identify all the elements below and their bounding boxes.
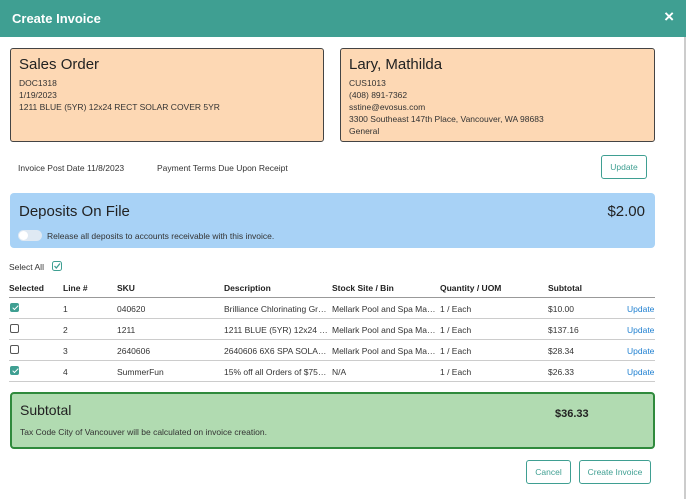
row-checkbox[interactable] [10,324,19,333]
cell-description: Brilliance Chlorinating Gr… [224,304,327,314]
cell-subtotal: $26.33 [548,367,574,377]
cell-description: 1211 BLUE (5YR) 12x24 … [224,325,328,335]
cell-subtotal: $10.00 [548,304,574,314]
cell-line: 2 [63,325,68,335]
cell-site: Mellark Pool and Spa Ma… [332,325,436,335]
card-line: CUS1013 [349,78,386,88]
card-line: 3300 Southeast 147th Place, Vancouver, W… [349,114,544,124]
column-header: Selected [9,283,44,293]
row-update-link[interactable]: Update [627,367,655,377]
cell-sku: SummerFun [117,367,164,377]
cell-subtotal: $28.34 [548,346,574,356]
cell-line: 1 [63,304,68,314]
cell-site: Mellark Pool and Spa Ma… [332,304,436,314]
card-line: (408) 891-7362 [349,90,408,100]
card-title: Sales Order [19,56,100,73]
card-line: 1211 BLUE (5YR) 12x24 RECT SOLAR COVER 5… [19,102,220,112]
card-line: DOC1318 [19,78,57,88]
cell-qty: 1 / Each [440,325,472,335]
deposits-panel: Deposits On File $2.00 Release all depos… [10,193,655,248]
row-update-link[interactable]: Update [627,346,655,356]
select-all-icon[interactable] [52,261,62,271]
column-header: Subtotal [548,283,582,293]
title: Create Invoice [12,11,101,26]
cell-sku: 040620 [117,304,146,314]
cell-line: 3 [63,346,68,356]
subtotal-panel: Subtotal $36.33 Tax Code City of Vancouv… [10,392,655,449]
table-row: 1 040620 Brilliance Chlorinating Gr… Mellar… [9,298,655,319]
card-line: sstine@evosus.com [349,102,426,112]
post-date: Invoice Post Date 11/8/2023 [18,163,125,173]
cell-site: N/A [332,367,347,377]
update-button[interactable]: Update [601,155,647,179]
create-invoice-button[interactable]: Create Invoice [579,460,651,484]
header: Create Invoice × [0,0,686,37]
cell-line: 4 [63,367,68,377]
row-update-link[interactable]: Update [627,325,655,335]
subtotal-title: Subtotal [20,402,72,418]
row-checkbox[interactable] [10,303,19,312]
cell-description: 2640606 6X6 SPA SOLA… [224,346,327,356]
row-checkbox[interactable] [10,345,19,354]
cell-sku: 1211 [117,325,136,335]
column-header: Quantity / UOM [440,283,502,293]
cell-site: Mellark Pool and Spa Ma… [332,346,436,356]
close-button[interactable]: × [664,7,674,26]
card-title: Lary, Mathilda [349,56,443,73]
card-line: 1/19/2023 [19,90,57,100]
table-row: 2 1211 1211 BLUE (5YR) 12x24 … Mellark Pool… [9,319,655,340]
cancel-button[interactable]: Cancel [526,460,571,484]
cell-qty: 1 / Each [440,367,472,377]
sales-order-card: Sales Order DOC1318 1/19/2023 1211 BLUE (5… [10,48,324,142]
payment-terms: Payment Terms Due Upon Receipt [157,163,288,173]
cell-sku: 2640606 [117,346,151,356]
column-header: Line # [63,283,88,293]
toggle[interactable] [18,230,42,241]
column-header: SKU [117,283,135,293]
select-all[interactable]: Select All [9,262,44,272]
subtotal-amount: $36.33 [555,408,589,420]
row-update-link[interactable]: Update [627,304,655,314]
cell-qty: 1 / Each [440,346,472,356]
deposits-title: Deposits On File [19,203,130,220]
column-header: Stock Site / Bin [332,283,394,293]
toggle-label: Release all deposits to accounts receiva… [47,231,275,241]
cell-qty: 1 / Each [440,304,472,314]
table-row: 3 2640606 2640606 6X6 SPA SOLA… Mellark Poo… [9,340,655,361]
column-header: Description [224,283,271,293]
subtotal-note: Tax Code City of Vancouver will be calcu… [20,427,267,437]
cell-subtotal: $137.16 [548,325,579,335]
table-row: 4 SummerFun 15% off all Orders of $75… N/A 1… [9,361,655,382]
table-header: Selected Line # SKU Description Stock Site /… [9,277,655,298]
cell-description: 15% off all Orders of $75… [224,367,327,377]
customer-card: Lary, Mathilda CUS1013 (408) 891-7362 ssti… [340,48,655,142]
row-checkbox[interactable] [10,366,19,375]
card-line: General [349,126,380,136]
deposits-amount: $2.00 [607,203,645,220]
